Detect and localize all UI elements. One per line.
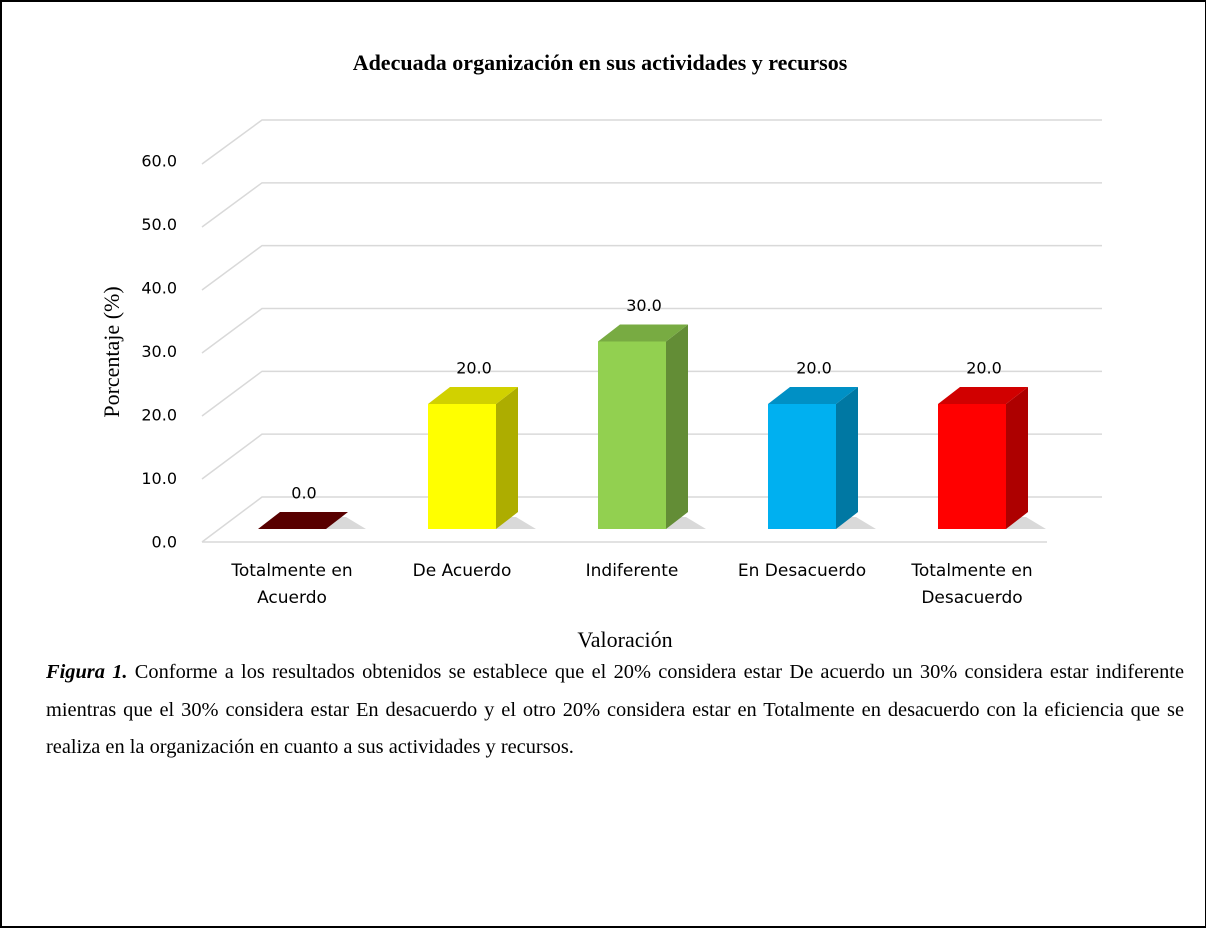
- y-tick-label: 50.0: [141, 215, 177, 234]
- bar-side: [1006, 387, 1028, 529]
- bar-front: [938, 404, 1006, 529]
- bar-side: [836, 387, 858, 529]
- value-label: 20.0: [456, 359, 492, 378]
- bar-top: [598, 324, 688, 342]
- x-tick-label: De Acuerdo: [412, 561, 512, 581]
- x-tick-label-box: Totalmente en Acuerdo: [231, 561, 353, 608]
- y-tick-label: 60.0: [141, 152, 177, 171]
- x-tick-label-box: De Acuerdo: [412, 561, 512, 581]
- x-tick-label: Totalmente en Acuerdo: [231, 561, 353, 608]
- y-axis-title: Porcentaje (%): [99, 286, 124, 417]
- x-tick-label-box: En Desacuerdo: [737, 561, 867, 581]
- grid-line: [201, 119, 1102, 165]
- y-tick-label: 40.0: [141, 279, 177, 298]
- x-tick-label: Indiferente: [585, 561, 679, 581]
- x-axis-title: Valoración: [577, 627, 672, 652]
- bar-top: [428, 387, 518, 404]
- y-tick-label: 30.0: [141, 342, 177, 361]
- bar-side: [496, 387, 518, 529]
- bar: [938, 387, 1028, 529]
- bar-top: [938, 387, 1028, 404]
- grid-line: [201, 244, 1102, 291]
- bar-front: [768, 404, 836, 529]
- grid-line: [201, 307, 1102, 354]
- bar-front: [428, 404, 496, 529]
- value-label: 20.0: [796, 359, 832, 378]
- value-label: 20.0: [966, 359, 1002, 378]
- y-tick-label: 0.0: [152, 533, 177, 552]
- figure-label: Figura 1.: [46, 661, 128, 683]
- caption: Figura 1. Conforme a los resultados obte…: [46, 654, 1184, 767]
- x-tick-label: En Desacuerdo: [737, 561, 867, 581]
- bar-front: [598, 341, 666, 529]
- y-tick-label: 10.0: [141, 469, 177, 488]
- y-tick-label: 20.0: [141, 406, 177, 425]
- bar: [428, 387, 518, 529]
- value-label: 0.0: [291, 484, 316, 503]
- bar-top: [258, 512, 348, 529]
- bar: [258, 512, 348, 529]
- x-tick-label-box: Indiferente: [585, 561, 679, 581]
- grid-line: [201, 182, 1102, 228]
- x-tick-label-box: Totalmente en Desacuerdo: [911, 561, 1033, 608]
- chart-title: Adecuada organización en sus actividades…: [353, 50, 848, 75]
- bar-top: [768, 387, 858, 404]
- bar: [768, 387, 858, 529]
- bar: [598, 324, 688, 529]
- x-tick-label: Totalmente en Desacuerdo: [911, 561, 1033, 608]
- grid-line: [201, 370, 1102, 417]
- value-label: 30.0: [626, 296, 662, 315]
- caption-text: Conforme a los resultados obtenidos se e…: [46, 661, 1184, 759]
- chart: Adecuada organización en sus actividades…: [99, 50, 1102, 652]
- bar-side: [666, 324, 688, 529]
